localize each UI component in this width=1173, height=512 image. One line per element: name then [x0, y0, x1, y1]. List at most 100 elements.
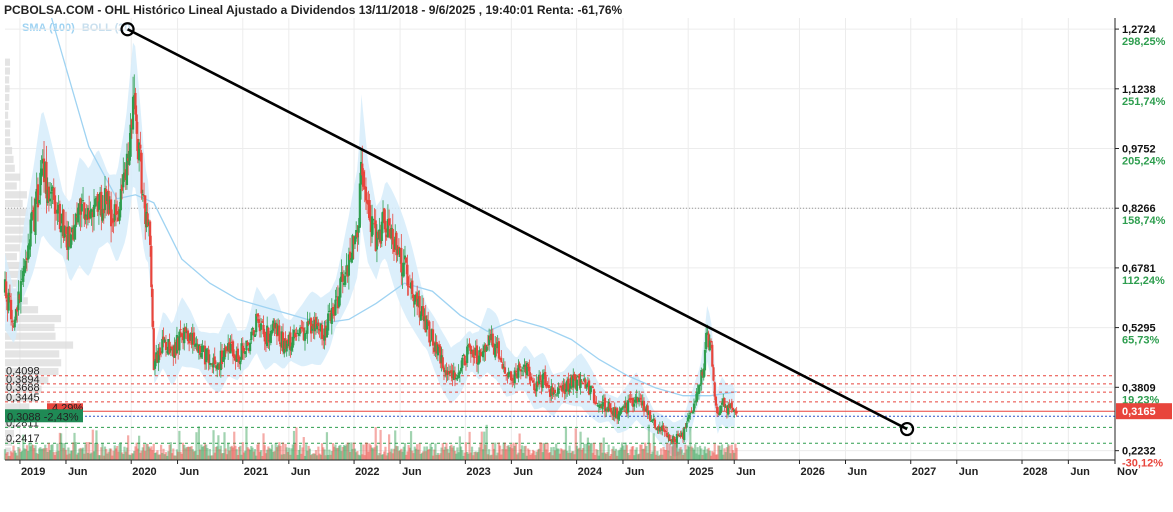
candle-body — [47, 186, 51, 202]
candle-body — [144, 195, 147, 225]
volume-bar — [596, 450, 599, 460]
candle-body — [283, 340, 286, 354]
candle-body — [96, 193, 99, 212]
candle-body — [369, 219, 372, 233]
trendline-end-handle — [899, 421, 915, 437]
volume-bar — [103, 446, 107, 460]
volume-bar — [362, 444, 365, 460]
candle-body — [407, 286, 410, 288]
volume-bar — [672, 442, 675, 460]
volume-bar — [553, 450, 557, 460]
volume-bar — [183, 444, 186, 460]
candle-body — [219, 350, 222, 371]
candle-body — [236, 348, 240, 360]
candle-body — [175, 334, 179, 354]
volume-bar — [359, 442, 363, 460]
candle-body — [45, 161, 48, 199]
volume-bar — [308, 448, 311, 460]
candle-body — [514, 370, 518, 373]
volume-bar — [624, 442, 627, 460]
candle-body — [509, 371, 513, 381]
candle-body — [357, 225, 360, 233]
candle-body — [485, 346, 488, 352]
candle-body — [302, 327, 305, 341]
candle-body — [303, 333, 307, 341]
volume-bar — [492, 448, 496, 460]
volume-bar — [651, 451, 654, 460]
volume-bar — [730, 444, 733, 460]
candle-body — [64, 226, 68, 234]
volume-bar — [403, 442, 407, 460]
candle-body — [211, 363, 214, 365]
volume-bar — [336, 447, 340, 460]
candle-body — [363, 186, 366, 190]
volume-bar — [333, 446, 336, 460]
candle-body — [116, 211, 119, 215]
candle-body — [212, 357, 215, 368]
candle-body — [416, 292, 419, 307]
x-tick-label: Jun — [180, 466, 200, 478]
candle-body — [412, 294, 415, 302]
candle-body — [459, 367, 463, 372]
volume-bar — [598, 443, 602, 460]
volume-bar — [561, 449, 564, 460]
volume-bar — [186, 446, 190, 460]
candle-body — [375, 231, 379, 250]
legend-sma[interactable]: SMA (100) — [22, 22, 75, 34]
volume-profile-bar — [5, 429, 14, 438]
volume-bar — [703, 446, 707, 460]
volume-profile-bar — [5, 306, 39, 314]
volume-bar — [297, 449, 300, 460]
candle-body — [209, 363, 213, 365]
candle-body — [364, 186, 368, 201]
x-axis-labels: 2019 Jun 2020 Jun 2021 Jun 2022 Jun 2023 Jun 2024 J… — [19, 460, 1139, 478]
candle-body — [734, 410, 737, 413]
volume-bar — [346, 442, 349, 460]
volume-bar — [409, 431, 413, 460]
candle-body — [30, 211, 33, 221]
candle-body — [201, 345, 204, 352]
trendline[interactable] — [120, 22, 915, 437]
candle-body — [35, 188, 38, 204]
volume-bar — [77, 452, 80, 460]
candle-body — [130, 119, 133, 128]
candle-body — [534, 389, 537, 391]
volume-bar — [705, 453, 708, 460]
candle-body — [478, 350, 481, 364]
volume-bar — [479, 443, 482, 460]
candle-body — [105, 189, 108, 205]
volume-bar — [235, 449, 238, 460]
volume-profile-bar — [5, 244, 20, 252]
volume-bar — [406, 451, 409, 460]
volume-bar — [664, 449, 668, 460]
candle-body — [286, 339, 290, 344]
candle-body — [306, 321, 309, 334]
candle-body — [688, 414, 691, 419]
candle-body — [446, 372, 449, 374]
candle-body — [385, 234, 388, 238]
volume-bar — [155, 452, 158, 460]
candle-body — [305, 332, 308, 334]
resistance-level-label: 0,3445 — [6, 392, 40, 404]
volume-bar — [595, 448, 598, 460]
volume-bar — [139, 452, 142, 460]
volume-bar — [530, 453, 533, 460]
volume-bar — [159, 444, 163, 460]
volume-bar — [462, 455, 465, 460]
candle-body — [472, 349, 475, 357]
candle-body — [192, 332, 196, 345]
candle-body — [24, 260, 27, 269]
candle-body — [195, 343, 198, 347]
candle-body — [33, 207, 36, 232]
candle-body — [235, 350, 238, 362]
candle-body — [544, 371, 547, 386]
volume-bar — [566, 450, 569, 460]
candle-body — [20, 278, 24, 280]
candle-body — [429, 340, 432, 342]
candle-body — [669, 439, 672, 441]
volume-bar — [517, 452, 520, 460]
candle-body — [319, 323, 322, 332]
volume-bar — [285, 447, 288, 460]
candle-body — [106, 192, 109, 202]
